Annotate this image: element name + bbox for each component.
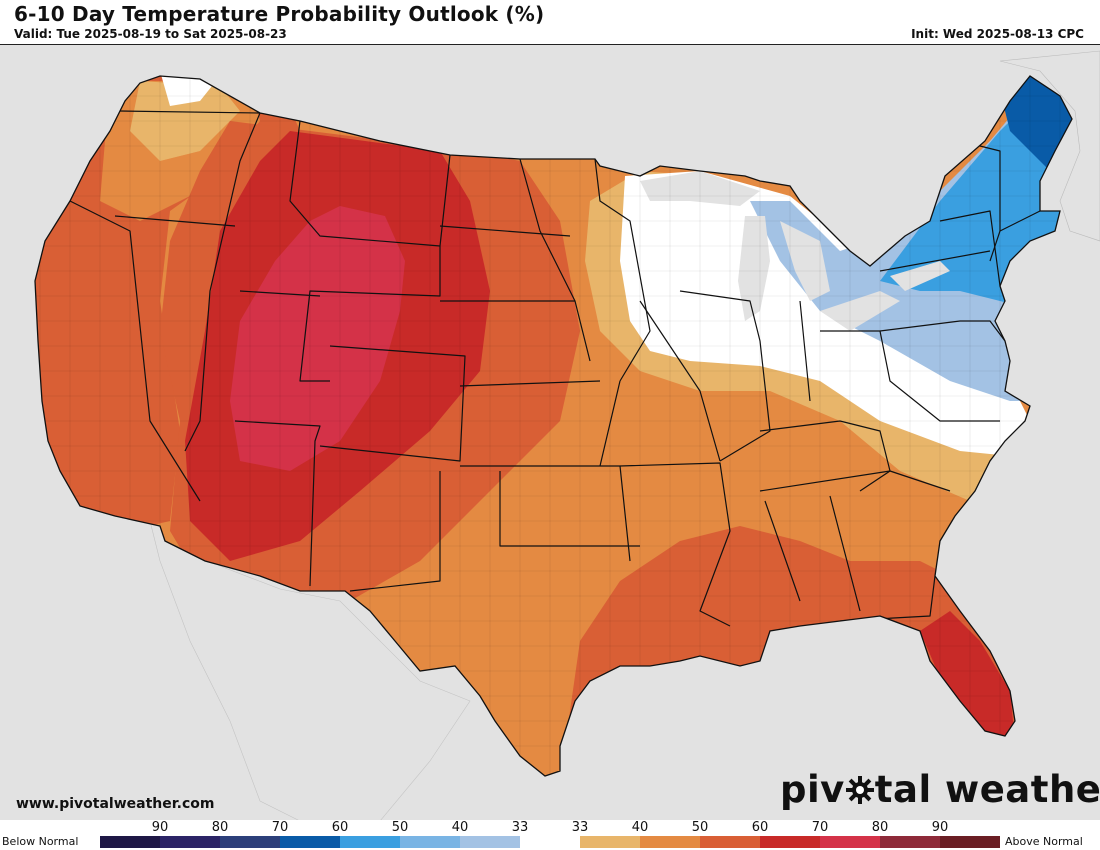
legend-swatch bbox=[400, 836, 460, 848]
gear-icon bbox=[845, 776, 874, 804]
legend-swatch bbox=[280, 836, 340, 848]
color-legend: Below Normal Above Normal 90 80 70 60 50 40 33… bbox=[0, 820, 1100, 850]
legend-below-label: Below Normal bbox=[2, 835, 79, 848]
legend-tick-label: 90 bbox=[151, 820, 169, 835]
legend-tick-label: 40 bbox=[631, 820, 649, 835]
legend-swatch bbox=[520, 836, 580, 848]
legend-swatch bbox=[640, 836, 700, 848]
legend-tick-label: 80 bbox=[211, 820, 229, 835]
legend-tick-label: 80 bbox=[871, 820, 889, 835]
legend-tick-label: 33 bbox=[571, 820, 589, 835]
init-time: Init: Wed 2025-08-13 CPC bbox=[911, 27, 1084, 41]
legend-swatch bbox=[880, 836, 940, 848]
legend-swatch bbox=[820, 836, 880, 848]
brand-text-left: piv bbox=[780, 768, 845, 811]
legend-above-label: Above Normal bbox=[1005, 835, 1083, 848]
legend-swatch bbox=[100, 836, 160, 848]
legend-tick-label: 70 bbox=[271, 820, 289, 835]
legend-tick-label: 33 bbox=[511, 820, 529, 835]
valid-period: Valid: Tue 2025-08-19 to Sat 2025-08-23 bbox=[14, 27, 287, 41]
legend-tick-label: 40 bbox=[451, 820, 469, 835]
legend-swatch bbox=[940, 836, 1000, 848]
legend-tick-label: 50 bbox=[691, 820, 709, 835]
legend-tick-label: 50 bbox=[391, 820, 409, 835]
legend-swatch bbox=[340, 836, 400, 848]
website-url: www.pivotalweather.com bbox=[16, 796, 215, 812]
legend-tick-label: 60 bbox=[331, 820, 349, 835]
legend-tick-label: 90 bbox=[931, 820, 949, 835]
legend-swatch bbox=[160, 836, 220, 848]
legend-tick-label: 70 bbox=[811, 820, 829, 835]
legend-tick-label: 60 bbox=[751, 820, 769, 835]
brand-logo: piv tal weather bbox=[780, 768, 1100, 811]
legend-swatches bbox=[100, 836, 1000, 848]
page-title: 6-10 Day Temperature Probability Outlook… bbox=[14, 2, 545, 26]
legend-swatch bbox=[220, 836, 280, 848]
legend-swatch bbox=[760, 836, 820, 848]
brand-text-right: tal weather bbox=[874, 768, 1100, 811]
outlook-map bbox=[0, 44, 1100, 822]
legend-swatch bbox=[580, 836, 640, 848]
legend-swatch bbox=[460, 836, 520, 848]
legend-swatch bbox=[700, 836, 760, 848]
outlook-map-svg bbox=[34, 50, 1100, 821]
